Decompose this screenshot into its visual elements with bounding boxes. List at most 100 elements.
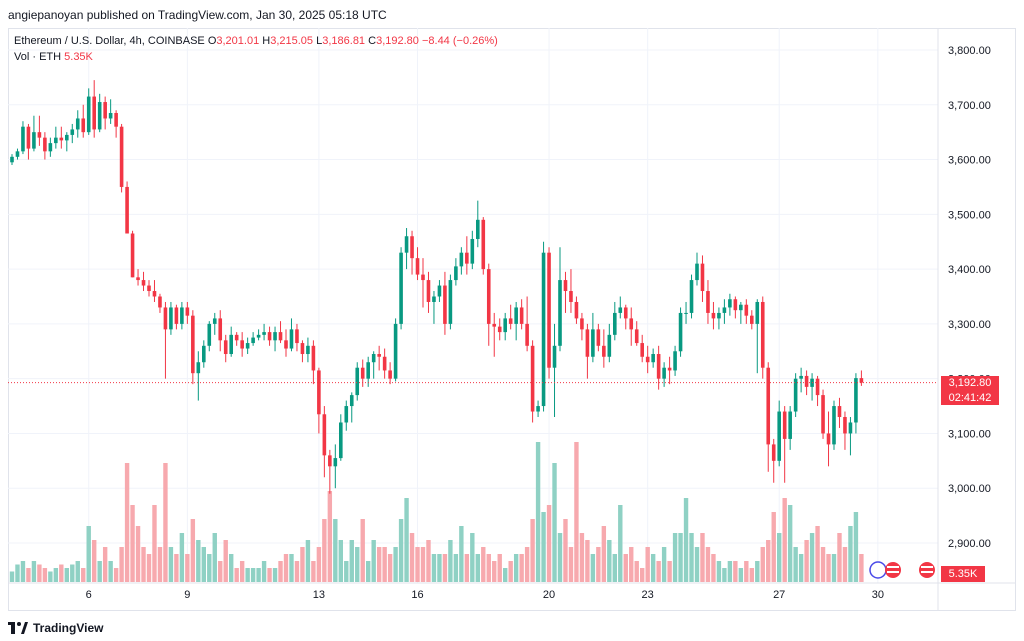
candle-body [141, 280, 146, 286]
volume-bar [42, 568, 48, 582]
footer-brand[interactable]: TradingView [8, 618, 103, 638]
us-flag-stripe [921, 566, 933, 568]
candle-body [728, 299, 732, 308]
us-flag-icon[interactable] [885, 562, 901, 578]
candle-body [218, 318, 223, 341]
chart-legend: Ethereum / U.S. Dollar, 4h, COINBASE O3,… [14, 33, 498, 65]
candle-body [371, 354, 376, 363]
us-flag-icon[interactable] [919, 562, 935, 578]
volume-bar [311, 561, 316, 582]
candle-body [503, 318, 507, 333]
candle-body [355, 367, 360, 396]
time-tick-label: 27 [773, 589, 785, 601]
candle-body [623, 307, 628, 319]
volume-bar [37, 564, 42, 582]
volume-bar [26, 568, 31, 582]
volume-bar [820, 547, 826, 582]
volume-bar [256, 568, 261, 582]
volume-bar [102, 547, 108, 582]
volume-bar [541, 512, 546, 582]
candle-body [54, 137, 58, 144]
candle-body [744, 304, 749, 316]
candle-body [815, 378, 820, 396]
candle-body [130, 233, 135, 278]
volume-bar [607, 540, 612, 582]
volume-bar [119, 547, 124, 582]
candle-body [602, 345, 606, 357]
volume-bar [355, 547, 360, 582]
open-value: 3,201.01 [216, 35, 260, 47]
price-tick-label: 2,900.00 [948, 538, 991, 550]
candle-body [755, 301, 760, 324]
price-axis[interactable]: 2,900.003,000.003,100.003,200.003,300.00… [937, 28, 991, 611]
volume-bar [426, 540, 431, 582]
volume-bar [574, 442, 579, 582]
volume-bar [585, 540, 590, 582]
volume-bar [48, 571, 53, 582]
volume-bar [393, 547, 398, 582]
event-marker-icon[interactable] [869, 561, 887, 579]
symbol-title[interactable]: Ethereum / U.S. Dollar, 4h, COINBASE [14, 35, 205, 47]
candle-body [607, 334, 612, 357]
candle-body [119, 126, 124, 187]
volume-bar [530, 519, 535, 582]
volume-bar [470, 533, 475, 582]
candle-body [799, 375, 803, 379]
candle-body [788, 411, 792, 439]
candle-body [508, 318, 513, 324]
volume-bar [229, 554, 234, 582]
footer-brand-text: TradingView [33, 621, 104, 635]
volume-bar [437, 554, 442, 582]
candle-body [519, 307, 524, 324]
volume-bar [223, 540, 228, 582]
candle-body [722, 307, 727, 313]
volume-bar [672, 533, 678, 582]
candle-body [645, 356, 650, 363]
candle-body [771, 444, 776, 461]
time-tick-label: 9 [184, 589, 190, 601]
candle-body [476, 219, 480, 239]
volume-bar [700, 533, 705, 582]
candle-body [10, 156, 14, 163]
volume-bar [163, 463, 168, 582]
volume-bar [135, 526, 141, 582]
candle-body [634, 329, 639, 344]
volume-bar [382, 547, 387, 582]
volume-bar [157, 547, 163, 582]
event-markers[interactable] [869, 561, 935, 579]
volume-bar [656, 561, 661, 582]
candle-body [629, 318, 634, 330]
volume-bar [678, 533, 683, 582]
volume-bar [64, 568, 69, 582]
us-flag-stripe [887, 566, 899, 568]
volume-bar [579, 533, 585, 582]
volume-bar [787, 505, 793, 582]
candle-body [81, 118, 86, 133]
candle-body [826, 433, 831, 445]
candle-body [223, 340, 228, 355]
volume-bar [130, 505, 135, 582]
candle-body [180, 307, 184, 324]
open-label: O [207, 35, 217, 47]
volume-bar [371, 540, 376, 582]
candle-body [125, 186, 129, 234]
volume-bar [289, 554, 294, 582]
candle-body [739, 304, 743, 311]
volume-bar [272, 568, 278, 582]
close-label: C [368, 35, 377, 47]
time-tick-label: 6 [86, 589, 92, 601]
volume-bar [31, 561, 37, 582]
volume-label[interactable]: Vol · ETH [14, 51, 62, 63]
candle-body [163, 307, 168, 330]
volume-bar [492, 561, 497, 582]
candle-body [552, 345, 557, 368]
candle-body [843, 417, 847, 434]
volume-bar [338, 540, 343, 582]
volume-bar [596, 547, 601, 582]
candle-body [284, 340, 288, 349]
time-axis[interactable]: 6 9 13 16 20 23 27 30 [8, 582, 1016, 601]
candle-body [382, 356, 387, 371]
volume-bar [20, 561, 26, 582]
volume-bar [442, 554, 448, 582]
